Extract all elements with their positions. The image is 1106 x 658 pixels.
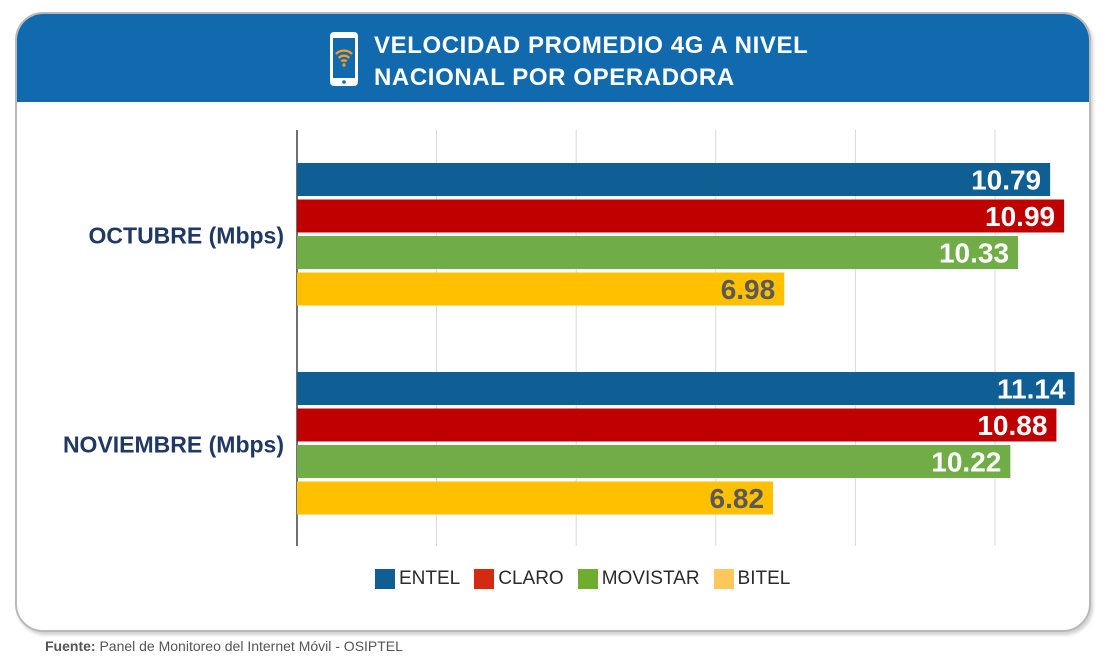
legend-swatch: [474, 569, 495, 589]
bar-movistar: [297, 445, 1011, 478]
data-label: 10.88: [977, 410, 1047, 441]
legend-label: CLARO: [498, 568, 564, 589]
legend-swatch: [375, 569, 395, 589]
footer-label: Fuente:: [45, 638, 96, 654]
legend-label: MOVISTAR: [601, 568, 700, 589]
bar-bitel: [297, 481, 774, 515]
data-label: 10.33: [939, 238, 1009, 269]
category-label: OCTUBRE (Mbps): [89, 222, 284, 248]
legend-item-claro: CLARO: [474, 568, 564, 590]
source-footer: Fuente: Panel de Monitoreo del Internet …: [45, 638, 403, 654]
bar-claro: [297, 199, 1065, 233]
category-label: NOVIEMBRE (Mbps): [63, 431, 284, 457]
bar-bitel: [297, 272, 785, 306]
data-label: 11.14: [997, 374, 1066, 405]
legend-item-movistar: MOVISTAR: [577, 568, 700, 590]
legend-label: BITEL: [737, 568, 791, 589]
data-label: 10.79: [971, 165, 1041, 196]
data-label: 10.99: [985, 201, 1055, 232]
data-label: 6.98: [721, 274, 776, 305]
footer-text: Panel de Monitoreo del Internet Móvil - …: [95, 638, 403, 654]
chart-title-line-2: NACIONAL POR OPERADORA: [374, 64, 735, 91]
bar-entel: [297, 163, 1051, 196]
data-label: 10.22: [931, 447, 1001, 478]
smartphone-wifi-icon: [330, 32, 358, 86]
chart-legend: ENTEL CLARO MOVISTAR BITEL: [375, 568, 790, 590]
legend-swatch: [713, 569, 734, 589]
legend-item-entel: ENTEL: [375, 568, 460, 590]
chart-card: VELOCIDAD PROMEDIO 4G A NIVEL NACIONAL P…: [15, 12, 1091, 632]
chart-title-line-1: VELOCIDAD PROMEDIO 4G A NIVEL: [374, 32, 809, 59]
bar-entel: [297, 372, 1075, 405]
data-label: 6.82: [710, 483, 765, 514]
header-banner: VELOCIDAD PROMEDIO 4G A NIVEL NACIONAL P…: [17, 14, 1089, 102]
bar-movistar: [297, 236, 1019, 269]
legend-swatch: [577, 569, 598, 589]
bar-claro: [297, 408, 1057, 442]
legend-label: ENTEL: [399, 568, 461, 589]
legend-item-bitel: BITEL: [713, 568, 791, 590]
